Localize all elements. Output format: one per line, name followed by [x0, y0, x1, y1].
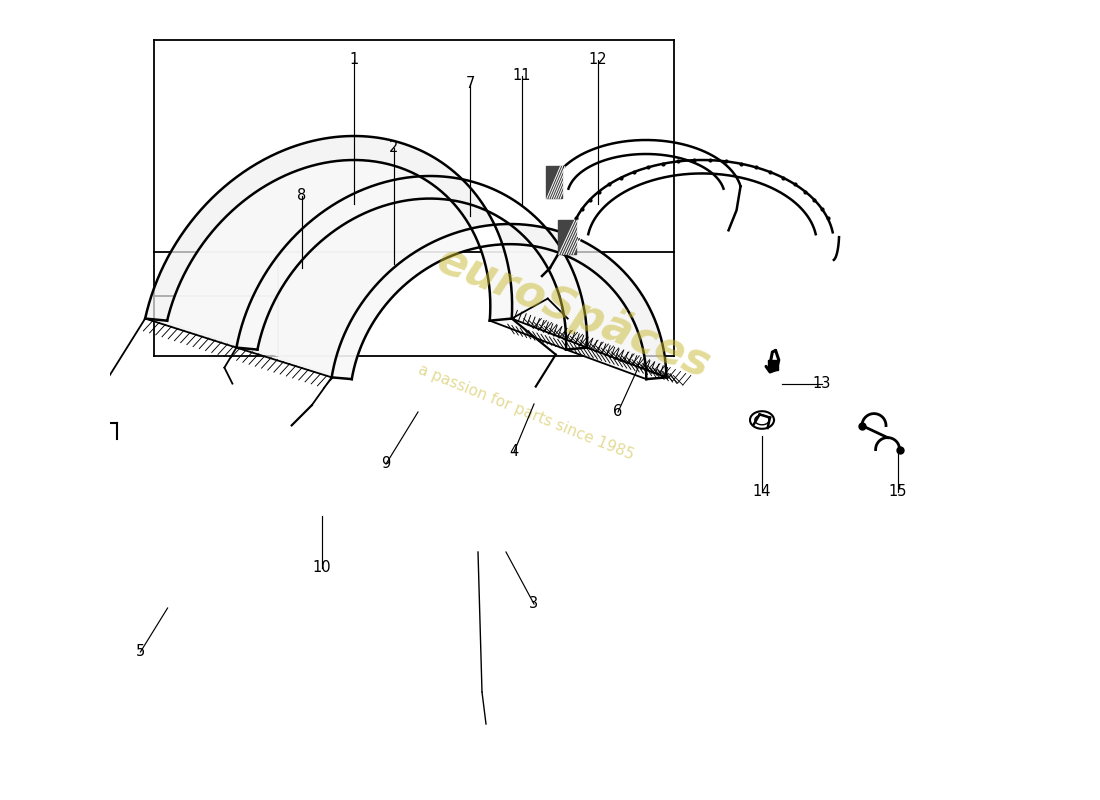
Text: a passion for parts since 1985: a passion for parts since 1985: [416, 362, 636, 462]
Polygon shape: [558, 220, 575, 254]
Text: 9: 9: [382, 457, 390, 471]
Text: euroSpäces: euroSpäces: [431, 238, 717, 386]
Polygon shape: [768, 360, 778, 370]
Text: 2: 2: [389, 141, 398, 155]
Polygon shape: [167, 160, 647, 379]
Text: 10: 10: [312, 561, 331, 575]
Text: 12: 12: [588, 53, 607, 67]
Polygon shape: [145, 136, 667, 378]
Text: 7: 7: [465, 77, 475, 91]
Text: 14: 14: [752, 485, 771, 499]
Text: 1: 1: [350, 53, 359, 67]
Polygon shape: [546, 166, 562, 198]
Text: 8: 8: [297, 189, 307, 203]
Text: 3: 3: [529, 597, 539, 611]
Text: 4: 4: [509, 445, 518, 459]
Text: 11: 11: [513, 69, 531, 83]
Text: 13: 13: [813, 377, 832, 391]
Text: 6: 6: [614, 405, 623, 419]
Text: 5: 5: [135, 645, 145, 659]
Text: 15: 15: [889, 485, 908, 499]
